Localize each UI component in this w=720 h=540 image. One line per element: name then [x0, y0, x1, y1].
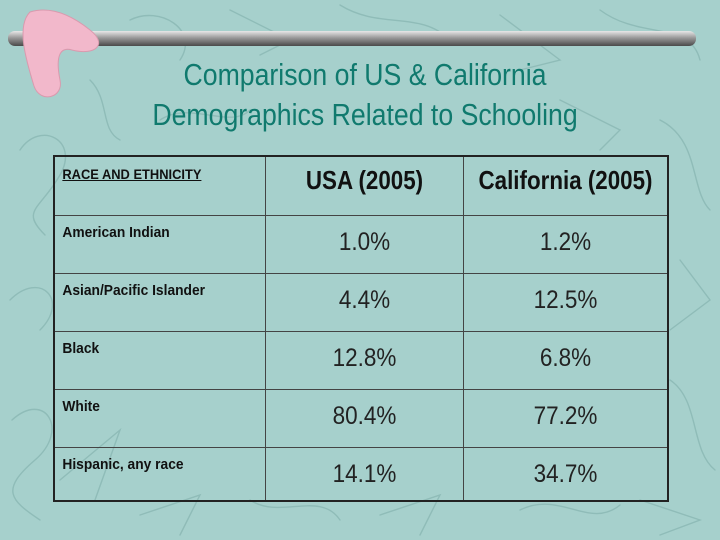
row-label: American Indian: [62, 223, 170, 241]
table-row: Hispanic, any race 14.1% 34.7%: [53, 446, 669, 502]
california-value: 1.2%: [539, 227, 592, 256]
table-row: Black 12.8% 6.8%: [53, 330, 669, 390]
california-value-cell: 6.8%: [463, 330, 669, 390]
row-label-cell: Hispanic, any race: [53, 446, 266, 502]
header-california-label: California (2005): [478, 165, 653, 195]
table-row: White 80.4% 77.2%: [53, 388, 669, 448]
usa-value: 80.4%: [332, 401, 397, 430]
table-row: Asian/Pacific Islander 4.4% 12.5%: [53, 272, 669, 332]
header-usa-label: USA (2005): [305, 165, 424, 195]
title-line-1: Comparison of US & California: [183, 57, 547, 92]
table-row: American Indian 1.0% 1.2%: [53, 214, 669, 274]
row-label: Hispanic, any race: [62, 455, 184, 473]
california-value: 34.7%: [533, 459, 598, 488]
usa-value: 14.1%: [332, 459, 397, 488]
header-cell-california: California (2005): [463, 155, 669, 216]
usa-value: 1.0%: [338, 227, 391, 256]
california-value-cell: 34.7%: [463, 446, 669, 502]
demographics-table: RACE AND ETHNICITY USA (2005) California…: [53, 155, 669, 502]
row-label: Asian/Pacific Islander: [62, 281, 206, 299]
usa-value-cell: 1.0%: [265, 214, 464, 274]
row-label-cell: White: [53, 388, 266, 448]
row-label: White: [62, 397, 100, 415]
row-label-cell: Black: [53, 330, 266, 390]
header-race-label: RACE AND ETHNICITY: [62, 166, 202, 182]
usa-value-cell: 80.4%: [265, 388, 464, 448]
usa-value-cell: 14.1%: [265, 446, 464, 502]
row-label-cell: American Indian: [53, 214, 266, 274]
california-value: 77.2%: [533, 401, 598, 430]
page-title: Comparison of US & California Demographi…: [86, 55, 645, 135]
california-value: 6.8%: [539, 343, 592, 372]
usa-value-cell: 12.8%: [265, 330, 464, 390]
table-header-row: RACE AND ETHNICITY USA (2005) California…: [53, 155, 669, 216]
california-value-cell: 1.2%: [463, 214, 669, 274]
california-value-cell: 12.5%: [463, 272, 669, 332]
california-value: 12.5%: [533, 285, 598, 314]
usa-value: 12.8%: [332, 343, 397, 372]
header-cell-race: RACE AND ETHNICITY: [53, 155, 266, 216]
row-label-cell: Asian/Pacific Islander: [53, 272, 266, 332]
usa-value-cell: 4.4%: [265, 272, 464, 332]
decorative-header-bar: [8, 9, 696, 98]
california-value-cell: 77.2%: [463, 388, 669, 448]
usa-value: 4.4%: [338, 285, 391, 314]
title-line-2: Demographics Related to Schooling: [152, 97, 578, 132]
row-label: Black: [62, 339, 100, 357]
boomerang-icon: [22, 9, 100, 98]
header-cell-usa: USA (2005): [265, 155, 464, 216]
